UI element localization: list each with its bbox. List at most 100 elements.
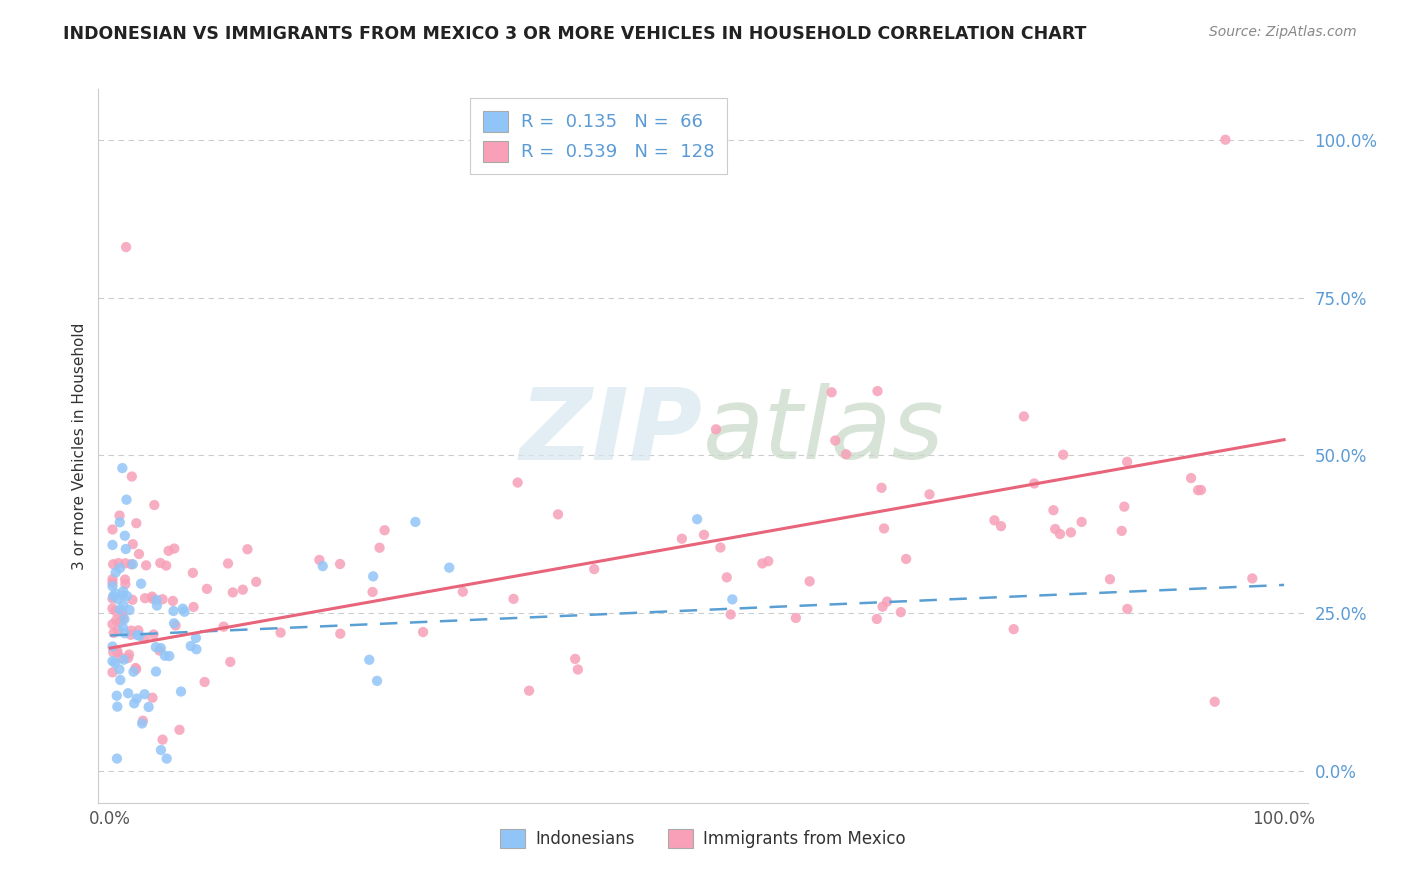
Point [1189,483,1212,497]
Point [1052,448,1074,462]
Point [108,603,131,617]
Point [120,628,142,642]
Point [156,751,179,765]
Point [114,577,136,591]
Point [361,569,384,583]
Point [547,508,569,522]
Point [101,589,124,603]
Point [162,594,184,608]
Point [141,590,163,604]
Point [103,645,125,659]
Point [127,624,149,638]
Point [1114,500,1136,514]
Point [890,605,912,619]
Point [125,691,148,706]
Point [1043,522,1066,536]
Point [1070,515,1092,529]
Point [876,594,898,608]
Point [195,582,218,596]
Point [110,673,132,687]
Point [155,558,177,573]
Point [799,574,821,589]
Text: atlas: atlas [703,384,945,480]
Point [124,661,146,675]
Point [135,558,157,573]
Point [108,508,131,523]
Point [329,626,352,640]
Point [180,639,202,653]
Point [117,651,139,665]
Point [115,492,138,507]
Point [366,673,388,688]
Point [122,697,145,711]
Point [270,625,292,640]
Point [114,541,136,556]
Point [152,732,174,747]
Point [125,662,148,676]
Point [105,751,128,765]
Point [120,558,142,572]
Point [101,665,124,680]
Point [101,640,124,654]
Point [145,593,167,607]
Text: Source: ZipAtlas.com: Source: ZipAtlas.com [1209,25,1357,39]
Point [101,572,124,586]
Point [101,538,124,552]
Point [112,598,135,612]
Point [153,648,176,663]
Point [152,592,174,607]
Point [173,605,195,619]
Point [103,625,125,640]
Point [141,690,163,705]
Point [127,628,149,642]
Point [1060,525,1083,540]
Point [404,515,426,529]
Legend: Indonesians, Immigrants from Mexico: Indonesians, Immigrants from Mexico [494,822,912,855]
Point [142,627,165,641]
Point [111,607,134,621]
Point [107,556,129,570]
Point [232,582,254,597]
Point [118,648,141,662]
Point [361,585,384,599]
Point [506,475,529,490]
Point [894,552,917,566]
Point [125,516,148,531]
Point [162,604,184,618]
Point [308,553,330,567]
Point [101,575,124,590]
Point [219,655,242,669]
Point [1116,455,1139,469]
Point [1116,602,1139,616]
Point [101,579,124,593]
Point [329,557,352,571]
Point [107,645,129,659]
Point [128,629,150,643]
Point [1111,524,1133,538]
Point [111,461,134,475]
Point [169,723,191,737]
Point [983,513,1005,527]
Point [1180,471,1202,485]
Point [1042,503,1064,517]
Point [108,662,131,676]
Point [121,469,143,483]
Point [112,612,135,626]
Point [567,663,589,677]
Point [134,591,156,606]
Point [163,616,186,631]
Point [212,620,235,634]
Point [134,632,156,646]
Point [108,561,131,575]
Point [312,559,335,574]
Point [134,687,156,701]
Point [236,542,259,557]
Point [374,523,396,537]
Point [165,618,187,632]
Point [157,648,180,663]
Point [709,541,731,555]
Point [145,665,167,679]
Point [1204,695,1226,709]
Point [128,547,150,561]
Point [101,523,124,537]
